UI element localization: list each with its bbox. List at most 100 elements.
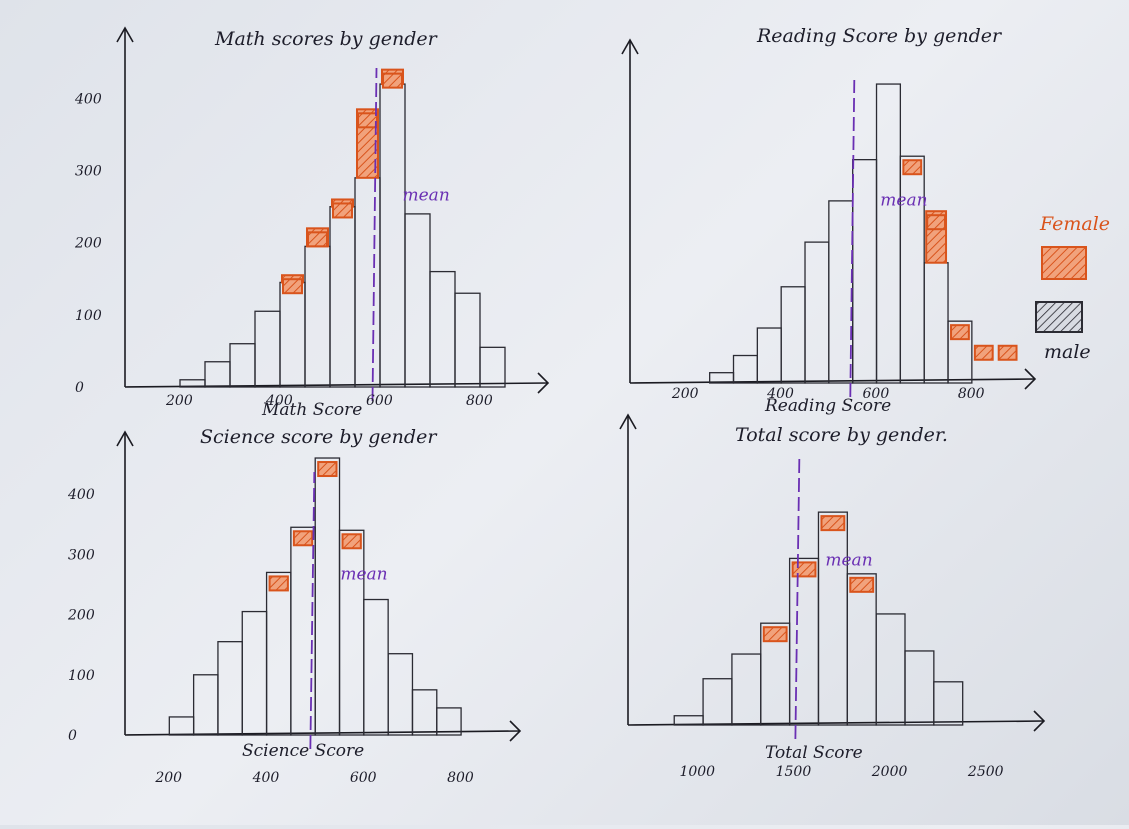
female-marker: [292, 530, 314, 547]
histogram-bar: [363, 598, 389, 736]
y-axis-arrow: [116, 430, 134, 447]
histogram-bar: [229, 343, 256, 388]
y-tick-label: 400: [74, 91, 102, 107]
histogram-bar: [804, 241, 830, 384]
female-marker: [997, 344, 1018, 361]
histogram-bar: [338, 529, 365, 736]
x-axis: [124, 382, 549, 388]
chart-title: Reading Score by gender: [756, 25, 1003, 47]
female-marker: [791, 561, 817, 578]
histogram-bar: [875, 613, 906, 726]
x-axis-arrow: [509, 720, 522, 742]
female-marker: [332, 202, 353, 219]
histogram-bar: [429, 270, 456, 388]
y-axis-arrow: [621, 38, 639, 55]
female-marker: [268, 575, 289, 592]
y-axis-arrow: [619, 413, 637, 430]
histogram-bar: [780, 286, 806, 384]
chart-title: Math scores by gender: [214, 28, 439, 50]
y-tick-label: 0: [75, 380, 84, 396]
histogram-bar: [788, 557, 820, 726]
female-marker: [341, 533, 362, 550]
female-marker: [317, 461, 338, 478]
mean-label: mean: [403, 186, 450, 206]
histogram-bar: [756, 327, 782, 384]
histogram-bar: [387, 653, 414, 736]
x-tick-label: 800: [958, 386, 985, 402]
mean-label: mean: [340, 564, 387, 584]
x-tick-label: 200: [671, 386, 699, 402]
x-axis: [124, 730, 521, 736]
math-histogram: mean Math scores by gender Math Score 200 40…: [74, 26, 550, 420]
y-tick-label: 200: [67, 608, 95, 624]
female-marker: [849, 576, 875, 593]
x-tick-label: 600: [366, 393, 393, 409]
female-marker: [973, 344, 994, 361]
mean-line: [371, 67, 378, 402]
legend-male-label: male: [1044, 341, 1091, 363]
histogram-bar: [379, 83, 406, 388]
histogram-bar: [279, 281, 306, 388]
histogram-bar: [933, 681, 964, 726]
chart-title: Science score by gender: [200, 426, 438, 448]
chart-title: Total score by gender.: [735, 424, 948, 446]
histogram-bar: [217, 641, 243, 736]
histogram-bar: [204, 361, 231, 388]
y-tick-label: 200: [74, 236, 102, 252]
x-axis-label: Reading Score: [764, 396, 891, 416]
histogram-bar: [454, 292, 481, 388]
x-tick-label: 2000: [871, 764, 908, 780]
histogram-bar: [828, 200, 854, 384]
histogram-bar: [904, 650, 935, 726]
legend-female-swatch: [1041, 246, 1087, 280]
mean-line: [794, 454, 801, 740]
y-tick-label: 100: [75, 308, 102, 324]
x-tick-label: 800: [466, 393, 493, 409]
histogram-bar: [168, 716, 195, 736]
histogram-bar: [817, 511, 848, 726]
y-tick-label: 300: [75, 164, 102, 180]
histogram-bar: [254, 310, 281, 388]
histogram-bar: [702, 678, 733, 726]
x-tick-label: 1000: [679, 764, 715, 780]
histogram-bar: [732, 354, 758, 384]
female-marker: [762, 626, 788, 643]
histogram-bar: [436, 707, 462, 736]
histogram-bar: [846, 573, 877, 726]
mean-line: [309, 471, 316, 750]
x-tick-label: 1500: [776, 764, 812, 780]
x-tick-label: 400: [252, 770, 280, 786]
x-tick-label: 800: [447, 770, 474, 786]
y-tick-label: 0: [68, 728, 77, 744]
x-axis-label: Science Score: [242, 741, 364, 761]
total-histogram: mean Total score by gender. Total Score 100…: [619, 413, 1046, 780]
x-axis-label: Math Score: [261, 400, 362, 420]
histogram-bar: [404, 213, 431, 388]
female-marker: [307, 231, 328, 248]
x-tick-label: 200: [165, 393, 193, 409]
histogram-bar: [314, 457, 341, 736]
histogram-bar: [265, 571, 292, 736]
x-axis: [629, 378, 1036, 384]
mean-label: mean: [825, 551, 872, 571]
histogram-bar: [241, 610, 268, 736]
y-axis-arrow: [116, 26, 134, 43]
legend-female-label: Female: [1039, 213, 1110, 235]
histogram-bar: [875, 83, 902, 384]
histogram-bar: [411, 689, 438, 736]
x-tick-label: 400: [766, 386, 794, 402]
histogram-bar: [329, 206, 356, 388]
legend: Female male: [1035, 213, 1110, 363]
reading-histogram: mean Reading Score by gender Reading Score…: [621, 25, 1037, 416]
x-axis: [627, 720, 1045, 726]
female-marker: [282, 278, 303, 295]
histogram-bar: [852, 158, 878, 384]
x-tick-label: 2500: [967, 764, 1004, 780]
y-tick-label: 400: [67, 487, 95, 503]
mean-label: mean: [880, 190, 927, 210]
histogram-bar: [479, 346, 506, 388]
x-axis-label: Total Score: [765, 743, 863, 763]
female-marker: [820, 515, 846, 532]
